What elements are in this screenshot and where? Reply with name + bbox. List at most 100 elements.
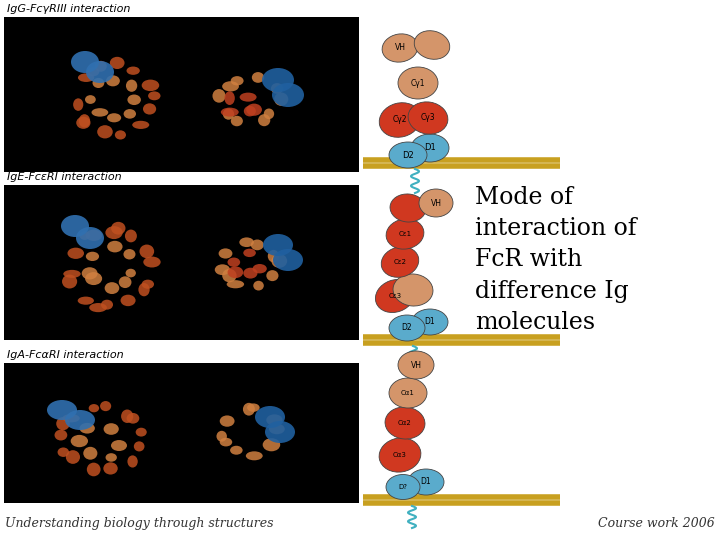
Ellipse shape — [268, 250, 279, 262]
Ellipse shape — [273, 249, 303, 271]
Ellipse shape — [126, 79, 138, 92]
Ellipse shape — [264, 109, 274, 119]
Ellipse shape — [272, 83, 304, 107]
Ellipse shape — [125, 269, 136, 278]
Ellipse shape — [76, 117, 91, 129]
Ellipse shape — [127, 66, 140, 75]
Ellipse shape — [56, 417, 70, 430]
Ellipse shape — [78, 296, 94, 305]
Ellipse shape — [266, 414, 283, 426]
Text: D1: D1 — [424, 144, 436, 152]
Ellipse shape — [271, 254, 287, 268]
Ellipse shape — [85, 272, 102, 285]
Ellipse shape — [389, 142, 427, 168]
Ellipse shape — [86, 230, 102, 241]
Ellipse shape — [390, 194, 426, 222]
Text: D2: D2 — [402, 323, 413, 333]
Ellipse shape — [263, 438, 280, 451]
Ellipse shape — [106, 453, 117, 462]
Text: IgA-FcαRI interaction: IgA-FcαRI interaction — [7, 350, 124, 360]
Ellipse shape — [100, 401, 111, 411]
Ellipse shape — [73, 98, 84, 111]
Ellipse shape — [266, 270, 279, 281]
Ellipse shape — [107, 113, 121, 123]
Ellipse shape — [63, 270, 81, 278]
Bar — [4, 363, 359, 503]
Ellipse shape — [86, 61, 114, 83]
Ellipse shape — [111, 440, 127, 451]
Text: Cγ1: Cγ1 — [410, 78, 426, 87]
Ellipse shape — [89, 404, 99, 413]
Ellipse shape — [258, 114, 270, 126]
Ellipse shape — [81, 267, 98, 280]
Ellipse shape — [63, 414, 80, 422]
Ellipse shape — [414, 31, 450, 59]
Ellipse shape — [228, 266, 243, 278]
Ellipse shape — [143, 103, 156, 114]
Ellipse shape — [105, 226, 122, 239]
Ellipse shape — [375, 280, 415, 313]
Ellipse shape — [271, 83, 283, 94]
Ellipse shape — [55, 430, 67, 441]
Ellipse shape — [398, 351, 434, 379]
Ellipse shape — [120, 295, 135, 306]
Ellipse shape — [265, 421, 295, 443]
Ellipse shape — [393, 274, 433, 306]
Text: Cγ3: Cγ3 — [420, 113, 436, 123]
Ellipse shape — [243, 248, 256, 257]
Text: Cε1: Cε1 — [398, 231, 412, 237]
Ellipse shape — [240, 93, 256, 102]
Text: Understanding biology through structures: Understanding biology through structures — [5, 517, 274, 530]
Ellipse shape — [223, 109, 234, 120]
Ellipse shape — [419, 189, 453, 217]
Ellipse shape — [408, 469, 444, 495]
Text: IgE-FcεRI interaction: IgE-FcεRI interaction — [7, 172, 122, 182]
Ellipse shape — [104, 423, 119, 435]
Text: Mode of
interaction of
FcR with
difference Ig
molecules: Mode of interaction of FcR with differen… — [475, 186, 636, 334]
Text: VH: VH — [395, 44, 405, 52]
Ellipse shape — [142, 79, 159, 91]
Text: D1: D1 — [425, 318, 436, 327]
Ellipse shape — [243, 268, 258, 279]
Ellipse shape — [379, 438, 421, 472]
Ellipse shape — [247, 403, 260, 412]
Ellipse shape — [244, 106, 256, 117]
Ellipse shape — [148, 91, 161, 100]
Ellipse shape — [76, 227, 104, 249]
Ellipse shape — [93, 78, 104, 88]
Ellipse shape — [142, 280, 154, 289]
Ellipse shape — [222, 81, 239, 91]
Text: VH: VH — [431, 199, 441, 207]
Ellipse shape — [263, 234, 293, 256]
Ellipse shape — [217, 431, 227, 442]
Ellipse shape — [110, 57, 125, 69]
Ellipse shape — [239, 238, 254, 247]
Ellipse shape — [47, 400, 77, 420]
Ellipse shape — [65, 410, 95, 430]
Ellipse shape — [115, 130, 126, 139]
Ellipse shape — [379, 103, 420, 137]
Text: Cε2: Cε2 — [394, 259, 407, 265]
Ellipse shape — [71, 51, 99, 73]
Ellipse shape — [127, 455, 138, 468]
Ellipse shape — [225, 91, 235, 105]
Ellipse shape — [140, 245, 154, 258]
Ellipse shape — [215, 264, 230, 275]
Ellipse shape — [269, 424, 285, 434]
Text: Cα1: Cα1 — [401, 390, 415, 396]
Ellipse shape — [230, 76, 243, 85]
Ellipse shape — [94, 61, 107, 72]
Ellipse shape — [58, 448, 69, 457]
Ellipse shape — [412, 309, 448, 335]
Text: IgG-FcγRIII interaction: IgG-FcγRIII interaction — [7, 4, 130, 14]
Ellipse shape — [86, 252, 99, 261]
Text: Course work 2006: Course work 2006 — [598, 517, 715, 530]
Text: Cα3: Cα3 — [393, 452, 407, 458]
Ellipse shape — [104, 462, 118, 475]
Ellipse shape — [143, 256, 161, 267]
Ellipse shape — [121, 409, 133, 423]
Ellipse shape — [107, 241, 122, 252]
Ellipse shape — [79, 231, 90, 240]
Text: VH: VH — [410, 361, 421, 369]
Ellipse shape — [262, 68, 294, 92]
